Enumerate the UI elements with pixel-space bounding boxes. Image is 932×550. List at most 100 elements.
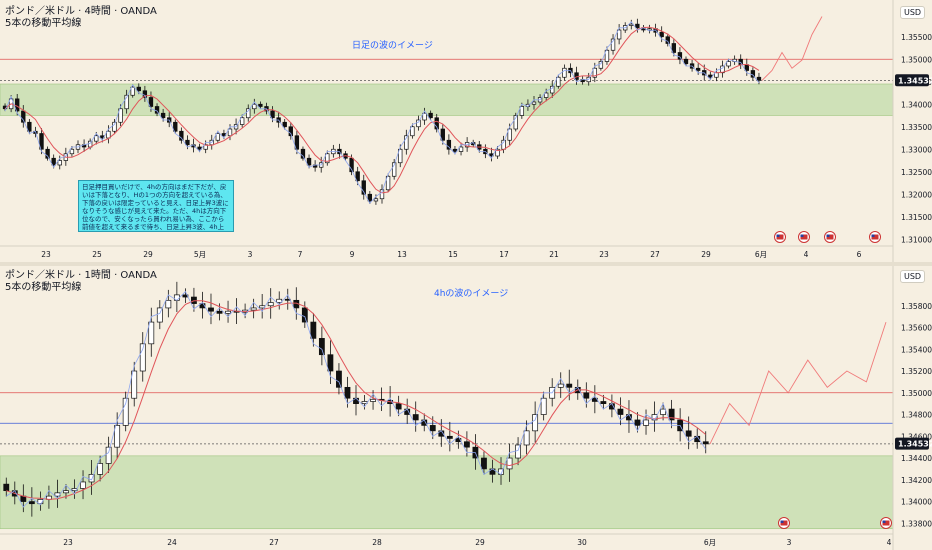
candle	[306, 157, 312, 166]
candle	[695, 67, 701, 71]
candle	[506, 457, 513, 470]
candle	[635, 23, 640, 29]
time-tick-label: 15	[448, 250, 458, 259]
candle	[677, 52, 683, 60]
flag-stripes	[776, 234, 784, 240]
price-tick-label: 1.35000	[901, 55, 932, 64]
candle	[69, 148, 75, 155]
time-tick-label: 27	[650, 250, 660, 259]
candle	[532, 414, 539, 432]
price-tick-label: 1.32500	[901, 168, 932, 177]
price-tick-label: 1.35000	[901, 389, 932, 398]
chart-1h-panel[interactable]: 1.35800 1.35600 1.35400 1.35200 1.35000 1.348…	[0, 266, 932, 550]
candle	[540, 397, 547, 415]
support-zone	[0, 455, 894, 530]
flag-canton	[826, 234, 830, 237]
candle	[507, 128, 512, 141]
flag-stripes	[826, 234, 834, 240]
time-tick-label: 23	[41, 250, 51, 259]
candle	[258, 103, 263, 107]
candle	[310, 321, 317, 339]
current-price-badge	[895, 437, 929, 450]
candle	[252, 103, 257, 110]
chart-4h-panel[interactable]: 1.355001.350001.345001.340001.335001.330…	[0, 0, 932, 262]
candle	[288, 126, 293, 137]
candle	[142, 90, 148, 98]
candle	[239, 117, 245, 125]
candle	[336, 370, 342, 388]
time-tick-label: 6月	[755, 250, 767, 259]
candle	[216, 310, 223, 314]
candle	[665, 36, 670, 44]
candle	[37, 499, 44, 505]
candle	[562, 67, 567, 78]
candle	[395, 403, 402, 410]
candle	[566, 383, 573, 388]
candle	[301, 307, 308, 323]
candle	[97, 463, 104, 475]
candle	[3, 483, 10, 492]
candle	[756, 76, 762, 81]
candle	[199, 303, 206, 309]
candle	[434, 117, 439, 130]
candle	[88, 474, 95, 483]
chart-4h-title: ポンド／米ドル · 4時間 · OANDA	[5, 6, 157, 17]
chart-4h-canvas[interactable]: 1.355001.350001.345001.340001.335001.330…	[0, 0, 932, 262]
candle	[114, 425, 121, 448]
candle	[463, 441, 470, 448]
chart-4h-title-block: ポンド／米ドル · 4時間 · OANDA 5本の移動平均線	[5, 6, 157, 30]
us-flag-icon	[824, 231, 836, 243]
candle	[267, 302, 274, 307]
chart-4h-currency-button[interactable]: USD	[900, 6, 926, 19]
candle	[523, 430, 530, 446]
candle	[361, 401, 368, 404]
candle	[118, 108, 123, 123]
candle	[355, 171, 360, 182]
candle	[179, 130, 184, 141]
pane-divider[interactable]	[0, 262, 932, 266]
price-tick-label: 1.31500	[901, 213, 932, 222]
candle	[294, 135, 300, 150]
candle	[660, 408, 666, 415]
flag-canton	[780, 520, 784, 523]
candle	[208, 307, 214, 312]
candle	[51, 157, 56, 166]
candle	[379, 189, 385, 200]
chart-1h-currency-button[interactable]: USD	[900, 270, 926, 283]
candle	[325, 153, 330, 164]
time-tick-label: 17	[499, 250, 509, 259]
candle	[327, 354, 334, 372]
chart-4h-wave-label: 日足の波のイメージ	[352, 41, 433, 51]
flag-canton	[871, 234, 875, 237]
candle	[446, 139, 452, 150]
candle	[598, 61, 604, 69]
time-tick-label: 21	[549, 250, 559, 259]
candle	[94, 135, 99, 142]
price-tick-label: 1.34000	[901, 100, 932, 109]
candle	[744, 64, 749, 71]
chart-4h-subtitle: 5本の移動平均線	[5, 18, 82, 29]
candle	[583, 392, 590, 399]
time-tick-label: 24	[167, 538, 177, 547]
candle	[513, 115, 518, 130]
candle	[629, 23, 634, 26]
price-tick-label: 1.34200	[901, 476, 932, 485]
candle	[455, 438, 462, 443]
candle	[130, 86, 135, 96]
us-flag-icon	[778, 517, 790, 529]
candle	[27, 121, 32, 132]
candle	[458, 146, 464, 152]
chart-1h-canvas[interactable]: 1.35800 1.35600 1.35400 1.35200 1.35000 1.348…	[0, 266, 932, 550]
price-tick-label: 1.34800	[901, 411, 932, 420]
candle	[643, 419, 649, 426]
candle	[398, 148, 403, 164]
candle	[634, 419, 641, 426]
candle	[412, 414, 419, 421]
flag-canton	[776, 234, 780, 237]
current-price-badge	[895, 74, 929, 87]
price-tick-label: 1.32000	[901, 190, 932, 199]
time-tick-label: 29	[475, 538, 485, 547]
candle	[185, 139, 190, 146]
current-price-label: 1.34532	[898, 440, 932, 449]
time-tick-label: 30	[577, 538, 587, 547]
